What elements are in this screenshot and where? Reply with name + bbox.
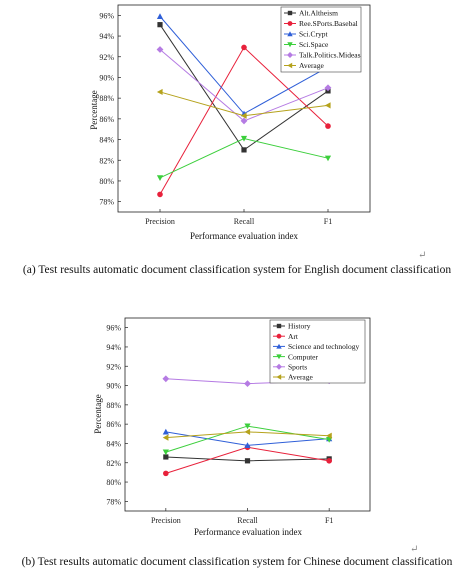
legend-label-1: Alt.Altheism <box>299 9 338 18</box>
y-tick-label: 94% <box>106 343 121 352</box>
data-point-s4-3 <box>324 155 332 162</box>
data-point-s1-2 <box>244 458 251 464</box>
legend-box <box>280 6 362 73</box>
data-point-s5-1 <box>156 46 164 53</box>
y-tick-label: 78% <box>106 497 121 506</box>
data-point-s2-2 <box>241 44 247 51</box>
legend-marker <box>276 333 282 339</box>
legend-label-3: Sci.Crypt <box>299 30 328 39</box>
data-point-s2-3 <box>325 123 331 129</box>
data-point-s6-1 <box>162 434 169 441</box>
x-axis-title: Performance evaluation index <box>190 231 298 241</box>
x-tick-label: Precision <box>151 516 181 525</box>
x-tick-label: Precision <box>145 217 175 226</box>
y-tick-label: 92% <box>99 53 114 62</box>
legend-label-5: Sports <box>288 363 307 372</box>
y-tick-label: 96% <box>99 11 114 20</box>
data-point-s1-1 <box>157 22 163 28</box>
data-point-s4-2 <box>244 423 251 430</box>
caption-a: (a) Test results automatic document clas… <box>22 264 452 276</box>
return-mark-a: ↵ <box>418 250 427 261</box>
y-tick-label: 82% <box>99 156 114 165</box>
y-tick-label: 86% <box>99 115 114 124</box>
x-axis-title: Performance evaluation index <box>194 527 302 537</box>
legend-label-5: Talk.Politics.Mideas <box>299 51 361 60</box>
y-tick-label: 80% <box>99 177 114 186</box>
y-tick-label: 78% <box>99 198 114 207</box>
legend-marker <box>287 31 293 37</box>
data-point-s4-2 <box>240 135 248 142</box>
legend-marker <box>276 343 282 349</box>
y-tick-label: 82% <box>106 459 121 468</box>
x-tick-label: Recall <box>237 516 258 525</box>
y-axis-title: Percentage <box>89 90 99 129</box>
data-point-s6-2 <box>240 112 247 119</box>
data-point-s6-1 <box>156 88 163 96</box>
data-point-s3-1 <box>162 428 169 435</box>
y-tick-label: 94% <box>99 32 114 41</box>
chart-1: 78% 80% 82% 84% 86% 88% 90% 92% 94% 96% Precision R… <box>89 4 371 241</box>
x-tick-label: F1 <box>324 217 332 226</box>
legend-label-4: Sci.Space <box>299 40 329 49</box>
y-tick-label: 92% <box>106 362 121 371</box>
y-tick-label: 88% <box>99 94 114 103</box>
legend-label-4: Computer <box>288 352 318 361</box>
legend-marker <box>287 21 293 26</box>
legend-marker <box>276 363 282 370</box>
y-tick-label: 80% <box>106 478 121 487</box>
y-tick-label: 90% <box>99 73 114 82</box>
legend-marker <box>276 374 282 380</box>
y-tick-label: 84% <box>99 136 114 145</box>
data-point-s4-3 <box>326 436 333 443</box>
legend-marker <box>287 52 293 58</box>
legend-label-6: Average <box>299 61 325 70</box>
data-point-s1-1 <box>163 454 169 460</box>
x-tick-label: Recall <box>234 217 255 226</box>
legend-label-1: History <box>288 322 311 331</box>
caption-b: (b) Test results automatic document clas… <box>21 556 453 568</box>
data-point-s5-2 <box>244 380 251 388</box>
return-mark-b: ↵ <box>410 544 419 555</box>
legend-marker <box>287 10 293 16</box>
y-tick-label: 90% <box>106 382 121 391</box>
y-tick-label: 84% <box>106 439 121 448</box>
y-tick-label: 88% <box>106 401 121 410</box>
data-point-s4-1 <box>156 175 164 181</box>
y-tick-label: 96% <box>106 324 121 333</box>
y-axis-title: Percentage <box>93 394 103 433</box>
legend-marker <box>287 42 293 48</box>
legend-box <box>269 319 366 384</box>
legend-label-3: Science and technology <box>288 342 359 351</box>
data-point-s5-2 <box>240 117 248 125</box>
legend-marker <box>276 323 282 329</box>
data-point-s5-3 <box>324 84 332 92</box>
legend-label-2: Art <box>288 332 299 341</box>
legend-label-2: Ree.SPorts.Basebal <box>299 19 358 28</box>
data-point-s6-3 <box>324 102 331 109</box>
legend-label-6: Average <box>288 373 314 382</box>
data-point-s1-2 <box>241 147 247 153</box>
chart-2: 78% 80% 82% 84% 86% 88% 90% 92% 94% 96% Precision R… <box>93 317 371 537</box>
data-point-s2-3 <box>326 458 332 464</box>
data-point-s6-3 <box>326 432 332 439</box>
data-point-s2-1 <box>157 191 163 198</box>
data-point-s3-1 <box>156 13 164 19</box>
data-point-s4-1 <box>162 449 169 456</box>
x-tick-label: F1 <box>325 516 333 525</box>
data-point-s2-1 <box>163 470 169 477</box>
data-point-s3-2 <box>244 442 251 448</box>
y-tick-label: 86% <box>106 420 121 429</box>
series-line-4 <box>159 137 329 179</box>
legend-marker <box>287 62 293 69</box>
data-point-s6-2 <box>244 428 251 435</box>
legend-marker <box>276 354 282 360</box>
data-point-s5-1 <box>162 375 170 383</box>
